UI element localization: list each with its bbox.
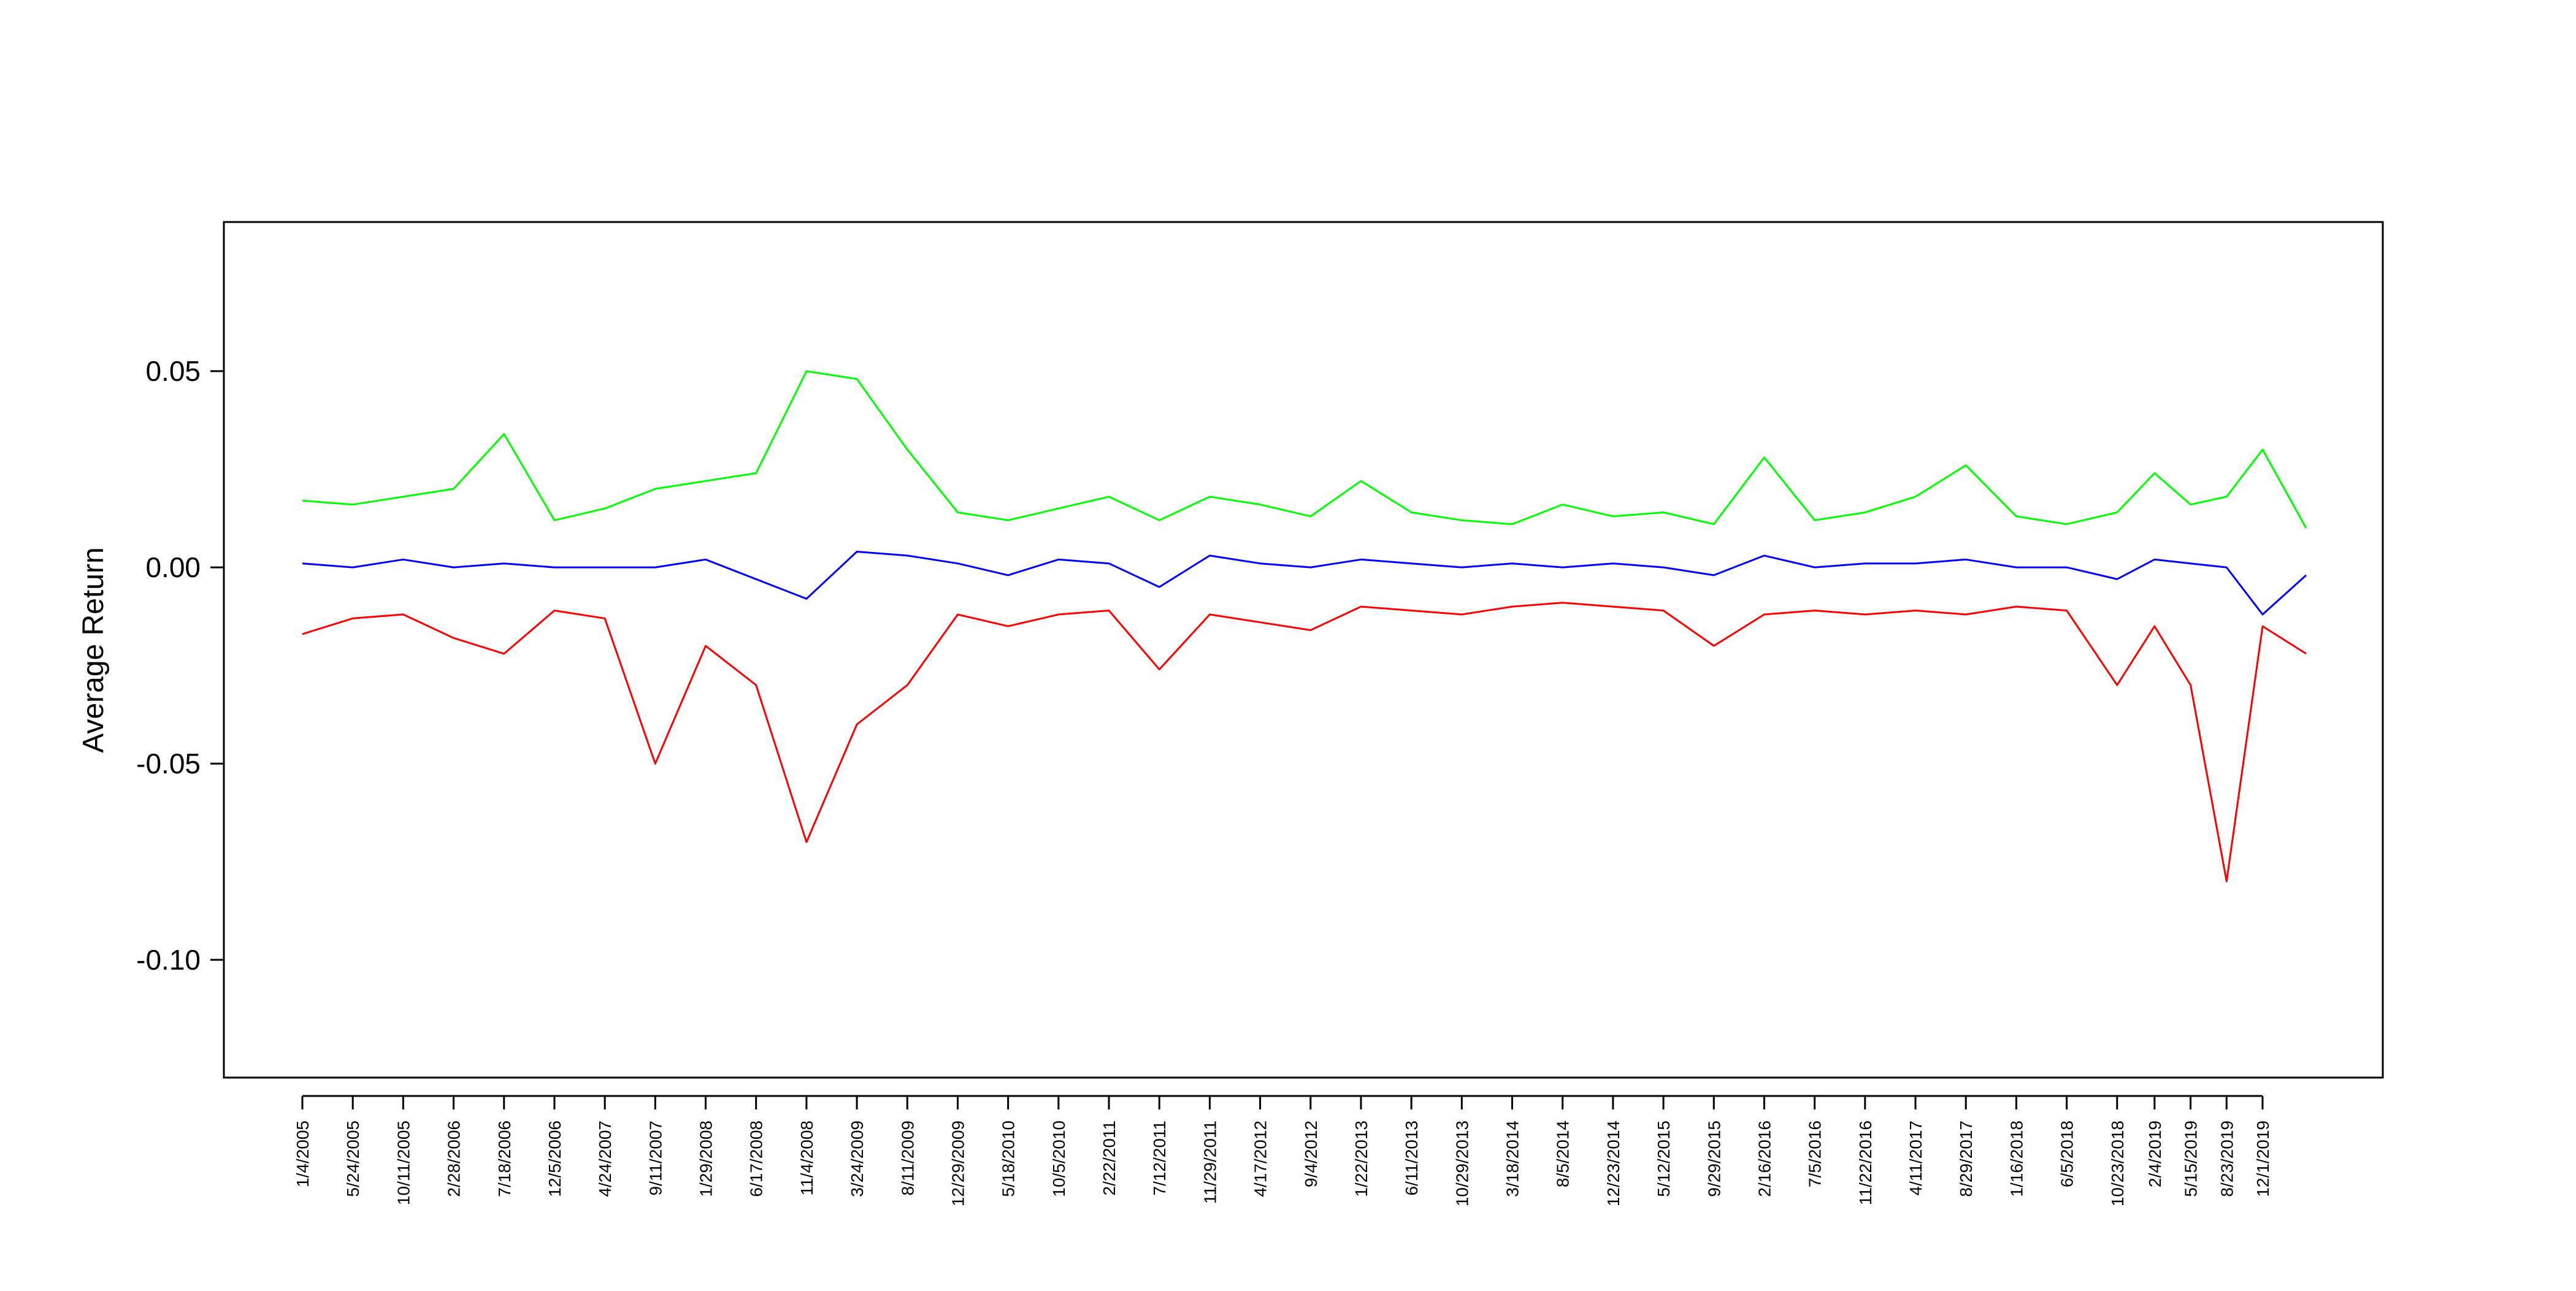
y-tick-label: -0.10 (136, 944, 201, 976)
x-tick-label: 11/22/2016 (1856, 1121, 1875, 1205)
x-tick-label: 1/16/2018 (2007, 1121, 2026, 1197)
x-tick-label: 8/23/2019 (2217, 1121, 2236, 1197)
x-tick-label: 11/29/2011 (1200, 1121, 1219, 1204)
x-tick-label: 7/18/2006 (495, 1121, 514, 1197)
x-tick-label: 7/5/2016 (1806, 1121, 1825, 1187)
x-tick-label: 6/5/2018 (2058, 1121, 2077, 1187)
x-tick-label: 10/29/2013 (1452, 1121, 1471, 1206)
x-tick-label: 2/16/2016 (1755, 1121, 1774, 1197)
x-tick-label: 8/5/2014 (1554, 1121, 1573, 1187)
x-tick-label: 8/11/2009 (898, 1121, 917, 1196)
y-tick-label: -0.05 (136, 748, 201, 780)
x-tick-label: 4/17/2012 (1251, 1121, 1270, 1197)
x-tick-label: 5/15/2019 (2182, 1121, 2201, 1197)
y-tick-label: 0.05 (145, 355, 201, 387)
x-tick-label: 9/4/2012 (1301, 1121, 1321, 1187)
x-tick-label: 2/22/2011 (1100, 1121, 1119, 1196)
x-tick-label: 9/29/2015 (1704, 1121, 1723, 1197)
x-tick-label: 9/11/2007 (646, 1121, 665, 1196)
x-axis: 1/4/2005 5/24/2005 10/11/2005 2/28/2006 7/18… (293, 1095, 2272, 1206)
series-layer (302, 370, 2307, 883)
x-tick-label: 5/12/2015 (1654, 1121, 1673, 1197)
x-tick-label: 12/23/2014 (1604, 1121, 1623, 1206)
x-tick-label: 3/24/2009 (848, 1121, 867, 1197)
x-tick-label: 10/5/2010 (1049, 1121, 1068, 1197)
x-tick-label: 2/28/2006 (445, 1121, 464, 1197)
series-line-2 (302, 551, 2307, 616)
x-tick-label: 11/4/2008 (797, 1121, 816, 1196)
x-tick-label: 5/18/2010 (999, 1121, 1018, 1197)
x-tick-label: 2/4/2019 (2145, 1121, 2164, 1187)
x-tick-label: 4/11/2017 (1906, 1121, 1925, 1196)
x-tick-label: 12/5/2006 (545, 1121, 564, 1197)
x-tick-label: 3/18/2014 (1503, 1121, 1522, 1197)
y-axis: 0.05 0.00 -0.05 -0.10 (136, 355, 224, 976)
x-tick-label: 5/24/2005 (343, 1121, 362, 1197)
x-tick-label: 12/29/2009 (948, 1121, 967, 1206)
x-tick-label: 1/4/2005 (293, 1121, 312, 1187)
x-tick-label: 12/1/2019 (2253, 1121, 2272, 1197)
x-tick-label: 1/22/2013 (1352, 1121, 1371, 1197)
x-tick-label: 6/17/2008 (747, 1121, 766, 1197)
x-tick-label: 8/29/2017 (1957, 1121, 1976, 1197)
x-tick-label: 7/12/2011 (1150, 1121, 1169, 1196)
x-tick-label: 10/11/2005 (394, 1121, 413, 1205)
y-axis-title: Average Return (77, 547, 110, 753)
x-tick-label: 10/23/2018 (2108, 1121, 2127, 1206)
series-line-3 (302, 602, 2307, 883)
plot-frame (223, 221, 2384, 1079)
x-tick-label: 4/24/2007 (596, 1121, 615, 1197)
x-tick-label: 6/11/2013 (1402, 1121, 1421, 1196)
x-tick-label: 1/29/2008 (697, 1121, 716, 1197)
series-line-1 (302, 370, 2307, 529)
y-tick-label: 0.00 (145, 551, 201, 583)
